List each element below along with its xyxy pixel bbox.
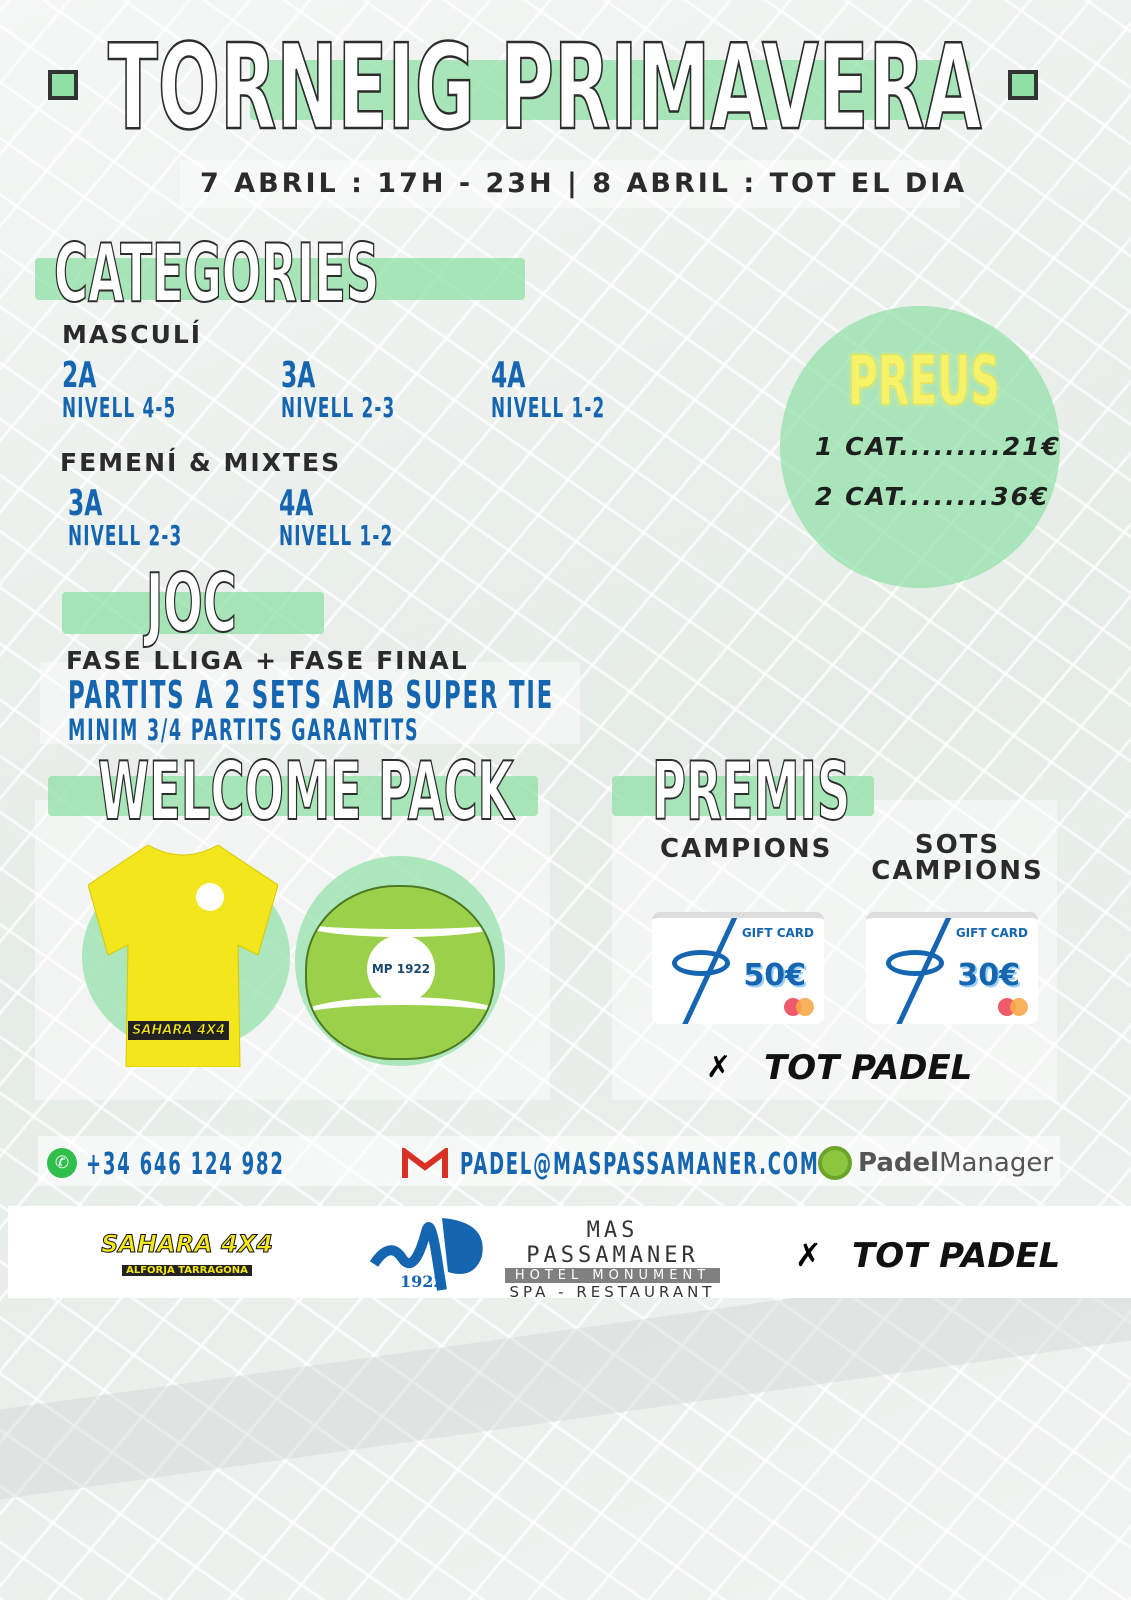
masculi-3a: 3A NIVELL 2-3 (281, 358, 481, 422)
sahara-sub: ALFORJA TARRAGONA (122, 1265, 252, 1276)
totpadel-text-premis: TOT PADEL (764, 1048, 973, 1088)
gift-card-amount: 30€ (957, 958, 1020, 993)
page-title: TORNEIG PRIMAVERA (107, 18, 982, 156)
preu-line-2: 2 CAT........36€ (815, 482, 1050, 511)
categories-highlight (35, 258, 525, 300)
category-code: 4A (491, 355, 526, 396)
gift-card-amount: 50€ (743, 958, 806, 993)
premis-heading: PREMIS (651, 745, 851, 838)
mp-year: 1922 (400, 1272, 445, 1291)
contact-bar (38, 1136, 1060, 1186)
sahara-text: SAHARA 4X4 (101, 1230, 274, 1259)
femeni-label: FEMENÍ & MIXTES (60, 448, 342, 477)
gift-card-label: GIFT CARD (955, 926, 1028, 940)
categories-heading: CATEGORIES (53, 227, 380, 320)
schedule: 7 ABRIL : 17H - 23H | 8 ABRIL : TOT EL D… (200, 168, 968, 199)
category-level: NIVELL 4-5 (62, 391, 177, 424)
sahara-logo: SAHARA 4X4 ALFORJA TARRAGONA (92, 1230, 282, 1277)
totpadel-logo: TOT PADEL (852, 1236, 1061, 1276)
decor-square-left (48, 70, 78, 100)
joc-line-3: MINIM 3/4 PARTITS GARANTITS (68, 713, 420, 747)
preus-heading: PREUS (848, 342, 1000, 421)
category-code: 3A (281, 355, 316, 396)
category-level: NIVELL 1-2 (491, 391, 606, 424)
whatsapp-icon: ✆ (47, 1148, 77, 1178)
totpadel-icon: ✗ (795, 1236, 822, 1274)
bag-logo: MP 1922 (367, 935, 435, 1003)
mp-name: MAS PASSAMANER (526, 1218, 699, 1268)
joc-line-2: PARTITS A 2 SETS AMB SUPER TIE (68, 673, 555, 717)
mp-spa: SPA - RESTAURANT (509, 1283, 716, 1301)
premis-highlight (612, 776, 874, 816)
mas-passamaner-logo: MAS PASSAMANER HOTEL MONUMENT SPA - REST… (505, 1218, 720, 1301)
padelmanager-rest: Manager (939, 1148, 1054, 1178)
schedule-panel (180, 160, 960, 208)
sots-line-1: SOTS (914, 830, 1001, 860)
padelmanager-icon (818, 1146, 852, 1180)
gift-card-label: GIFT CARD (741, 926, 814, 940)
joc-panel (40, 662, 580, 744)
femeni-3a: 3A NIVELL 2-3 (68, 486, 268, 550)
padelmanager-bold: Padel (858, 1148, 940, 1178)
joc-line-1: FASE LLIGA + FASE FINAL (66, 646, 469, 675)
bow-icon (886, 950, 944, 976)
mp-logo-icon: 1922 (369, 1212, 490, 1292)
category-level: NIVELL 1-2 (279, 519, 394, 552)
totpadel-logo-premis: ✗ (706, 1050, 731, 1085)
drawstring-bag-image: MP 1922 (305, 885, 495, 1060)
category-level: NIVELL 2-3 (281, 391, 396, 424)
masculi-4a: 4A NIVELL 1-2 (491, 358, 691, 422)
joc-highlight (62, 592, 324, 634)
joc-heading: JOC (145, 557, 237, 650)
tshirt-image: SAHARA 4X4 (87, 844, 279, 1068)
title-highlight (250, 60, 970, 120)
shirt-sponsor-logo: SAHARA 4X4 (128, 1021, 230, 1040)
sots-line-2: CAMPIONS (871, 856, 1044, 886)
sots-campions-label: SOTS CAMPIONS (870, 832, 1045, 884)
category-code: 3A (68, 483, 103, 524)
category-level: NIVELL 2-3 (68, 519, 183, 552)
welcome-heading: WELCOME PACK (97, 745, 514, 838)
femeni-4a: 4A NIVELL 1-2 (279, 486, 479, 550)
masculi-label: MASCULÍ (62, 320, 203, 349)
preus-circle (780, 306, 1060, 588)
mp-hotel: HOTEL MONUMENT (505, 1268, 720, 1283)
preu-line-1: 1 CAT.........21€ (815, 432, 1061, 461)
gift-card-30: GIFT CARD 30€ (866, 912, 1038, 1024)
phone-link[interactable]: +34 646 124 982 (86, 1147, 285, 1182)
email-link[interactable]: PADEL@MASPASSAMANER.COM (460, 1147, 820, 1182)
totpadel-icon: ✗ (706, 1050, 732, 1085)
welcome-highlight (48, 776, 538, 816)
masculi-2a: 2A NIVELL 4-5 (62, 358, 262, 422)
category-code: 2A (62, 355, 97, 396)
gift-card-50: GIFT CARD 50€ (652, 912, 824, 1024)
bow-icon (672, 950, 730, 976)
gmail-icon (402, 1146, 448, 1180)
padelmanager-logo[interactable]: PadelManager (858, 1148, 1053, 1178)
decor-square-right (1008, 70, 1038, 100)
campions-label: CAMPIONS (660, 834, 833, 864)
category-code: 4A (279, 483, 314, 524)
